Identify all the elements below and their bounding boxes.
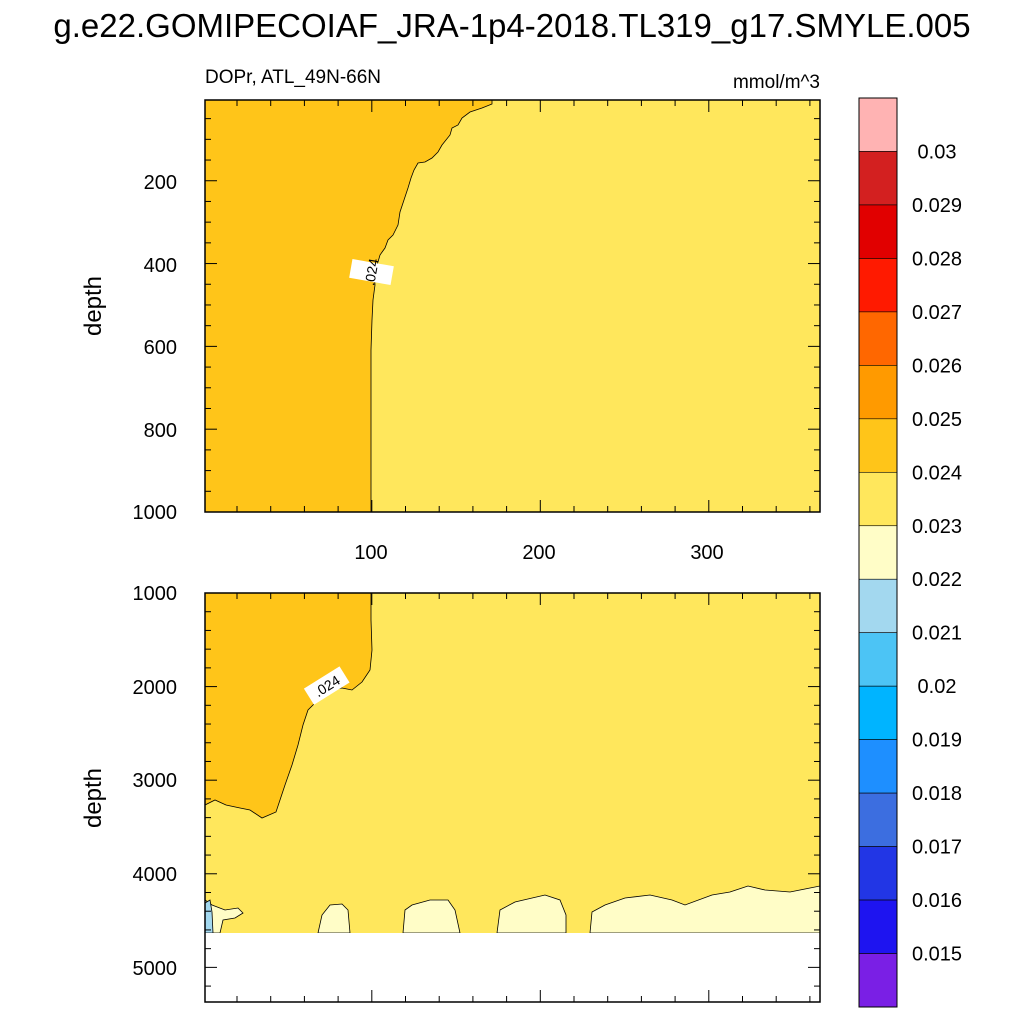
lower-region-022-023 <box>205 885 820 934</box>
lower-region-021-022 <box>205 899 214 934</box>
colorbar-box <box>858 792 898 847</box>
colorbar-label: 0.023 <box>912 516 962 538</box>
lower-region-024-025 <box>205 593 373 819</box>
lower-ytick-label: 5000 <box>133 958 178 980</box>
colorbar-frame <box>858 97 898 1008</box>
colorbar-box <box>858 204 898 259</box>
colorbar-label: 0.02 <box>918 676 957 698</box>
colorbar-label: 0.028 <box>912 248 962 270</box>
colorbar-box <box>858 899 898 954</box>
colorbar-label: 0.021 <box>912 623 962 645</box>
lower-ytick-label: 4000 <box>133 864 178 886</box>
upper-ylabel: depth <box>80 276 107 336</box>
colorbar-label: 0.022 <box>912 569 962 591</box>
figure-title: g.e22.GOMIPECOIAF_JRA-1p4-2018.TL319_g17… <box>53 7 970 44</box>
lower-missing-data <box>205 933 820 1002</box>
colorbar-box <box>858 471 898 527</box>
colorbar-box <box>858 151 898 206</box>
upper-panel: DOPr, ATL_49N-66N mmol/m^3 .024 200 400 … <box>80 67 821 564</box>
colorbar-labels: 0.03 0.029 0.028 0.027 0.026 0.025 0.024 0.023 0… <box>912 141 962 965</box>
colorbar-label: 0.026 <box>912 355 962 377</box>
colorbar-box <box>858 365 898 420</box>
colorbar-label: 0.019 <box>912 730 962 752</box>
colorbar-box <box>858 953 898 1008</box>
colorbar-label: 0.027 <box>912 302 962 324</box>
colorbar-label: 0.024 <box>912 462 962 484</box>
colorbar-label: 0.016 <box>912 890 962 912</box>
upper-ytick-label: 1000 <box>133 502 178 524</box>
lower-panel: .024 1000 2000 3000 4000 5000 depth <box>80 583 821 1003</box>
lower-ylabel: depth <box>80 768 107 828</box>
colorbar-box <box>858 685 898 740</box>
colorbar-box <box>858 525 898 580</box>
colorbar-box <box>858 846 898 901</box>
upper-xtick-label: 100 <box>354 542 387 564</box>
colorbar-label: 0.018 <box>912 783 962 805</box>
lower-ytick-label: 1000 <box>133 583 178 605</box>
colorbar-box <box>858 632 898 687</box>
lower-ytick-label: 2000 <box>133 677 178 699</box>
upper-axis-ticks <box>205 100 820 513</box>
colorbar-label: 0.025 <box>912 409 962 431</box>
colorbar-box <box>858 97 898 152</box>
colorbar-box <box>858 739 898 794</box>
upper-right-string: mmol/m^3 <box>733 72 820 93</box>
upper-region-024-025 <box>205 100 493 512</box>
lower-plot-frame <box>204 592 821 1003</box>
colorbar-box <box>858 418 898 473</box>
upper-ytick-label: 200 <box>144 172 177 194</box>
upper-xtick-label: 200 <box>522 542 555 564</box>
colorbar-box <box>858 258 898 313</box>
upper-contour-label: .024 <box>361 257 382 287</box>
upper-ytick-label: 400 <box>144 255 177 277</box>
colorbar-label: 0.03 <box>918 141 957 163</box>
colorbar: 0.03 0.029 0.028 0.027 0.026 0.025 0.024 0.023 0… <box>858 97 962 1008</box>
upper-ytick-label: 600 <box>144 337 177 359</box>
colorbar-label: 0.029 <box>912 195 962 217</box>
lower-ytick-label: 3000 <box>133 770 178 792</box>
upper-ytick-label: 800 <box>144 420 177 442</box>
lower-axis-ticks <box>205 593 820 1002</box>
upper-xtick-label: 300 <box>690 542 723 564</box>
upper-plot-frame <box>204 99 821 513</box>
colorbar-box <box>858 311 898 366</box>
colorbar-box <box>858 578 898 634</box>
colorbar-label: 0.017 <box>912 837 962 859</box>
upper-left-string: DOPr, ATL_49N-66N <box>205 67 381 88</box>
colorbar-label: 0.015 <box>912 944 962 966</box>
colorbar-boxes <box>858 97 898 1008</box>
